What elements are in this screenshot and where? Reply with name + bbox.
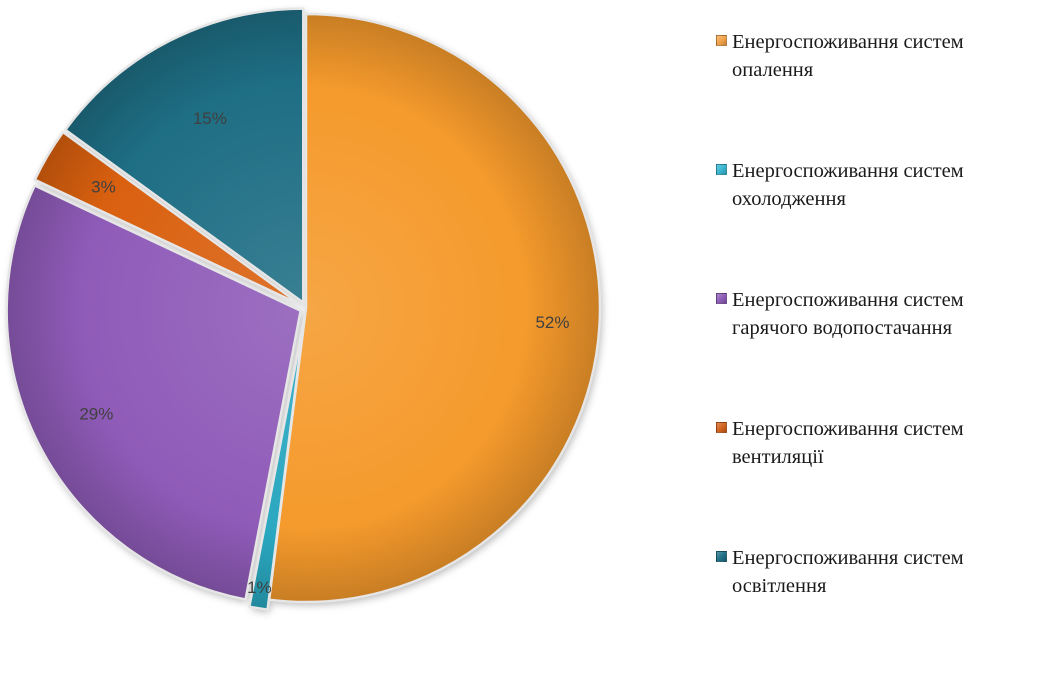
- legend-swatch-ventilation: [716, 422, 727, 433]
- pie-slice-2: [5, 184, 302, 601]
- pie-data-label-3: 3%: [91, 178, 116, 197]
- pie-data-label-0: 52%: [535, 313, 569, 332]
- pie-data-label-1: 1%: [247, 578, 272, 597]
- pie-slice-1: [248, 316, 306, 611]
- pie-plot-area: 52% 1% 29% 3% 15%: [5, 7, 603, 613]
- legend: Енергоспоживання систем опалення Енергос…: [716, 28, 1050, 673]
- legend-item-hot-water: Енергоспоживання систем гарячого водопос…: [716, 286, 1050, 415]
- legend-label-cooling: Енергоспоживання систем охолодження: [732, 160, 964, 210]
- pie-slices: [5, 7, 602, 611]
- pie-slice-3: [33, 130, 303, 307]
- pie-chart: 52% 1% 29% 3% 15% Енергоспоживання систем оп…: [5, 7, 964, 613]
- legend-label-ventilation: Енергоспоживання систем вентиляції: [732, 418, 964, 468]
- legend-label-hot-water: Енергоспоживання систем гарячого водопос…: [732, 289, 964, 339]
- legend-item-lighting: Енергоспоживання систем освітлення: [716, 544, 1050, 673]
- pie-data-label-2: 29%: [79, 404, 113, 423]
- legend-swatch-heating: [716, 35, 727, 46]
- legend-swatch-cooling: [716, 164, 727, 175]
- pie-slice-4: [64, 7, 305, 304]
- legend-swatch-lighting: [716, 551, 727, 562]
- pie-data-labels: 52% 1% 29% 3% 15%: [79, 109, 569, 597]
- legend-label-heating: Енергоспоживання систем опалення: [732, 31, 964, 81]
- legend-item-heating: Енергоспоживання систем опалення: [716, 28, 1050, 157]
- legend-item-cooling: Енергоспоживання систем охолодження: [716, 157, 1050, 286]
- legend-item-ventilation: Енергоспоживання систем вентиляції: [716, 415, 1050, 544]
- pie-slice-0: [267, 12, 602, 604]
- legend-swatch-hot-water: [716, 293, 727, 304]
- legend-label-lighting: Енергоспоживання систем освітлення: [732, 547, 964, 597]
- pie-data-label-4: 15%: [193, 109, 227, 128]
